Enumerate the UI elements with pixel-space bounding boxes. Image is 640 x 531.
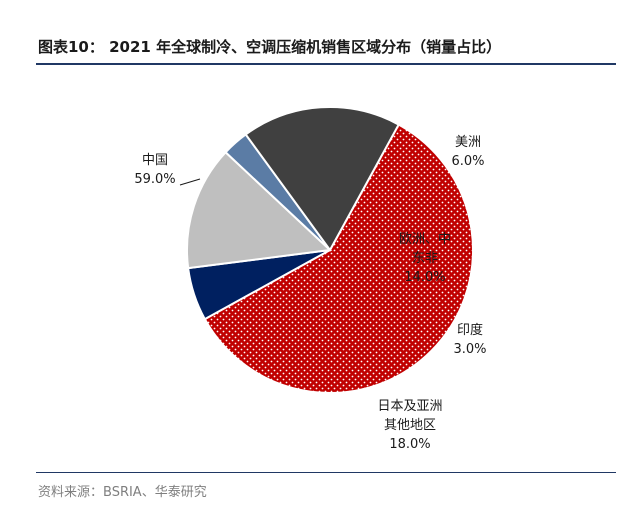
pie-slice-2 [186, 150, 333, 270]
slice-value-label: 6.0% [451, 154, 484, 169]
slice-name-label: 其他地区 [384, 418, 436, 433]
pie-labels: 中国 59.0% 美洲 6.0% 欧洲、中东非 14.0% 印度 3.0% 日本及亚洲其他地区 1… [134, 135, 486, 452]
figure-title: 图表10： 2021 年全球制冷、空调压缩机销售区域分布（销量占比） [38, 38, 502, 56]
slice-name-label: 欧洲、中 [399, 232, 451, 247]
source-rule [36, 472, 616, 473]
slice-label-4: 日本及亚洲其他地区 18.0% [377, 399, 442, 452]
pie-slice-0 [203, 123, 474, 394]
slice-value-label: 18.0% [389, 437, 430, 452]
slice-label-3: 印度 3.0% [453, 322, 486, 357]
slice-value-label: 3.0% [453, 342, 486, 357]
title-rule [36, 63, 616, 65]
slice-value-label: 14.0% [404, 270, 445, 285]
leader-line [179, 178, 201, 186]
slice-name-label: 东非 [412, 251, 438, 266]
slice-label-0: 中国 59.0% [134, 153, 175, 187]
slice-name-label: 日本及亚洲 [377, 399, 442, 414]
slice-name-label: 中国 [142, 153, 168, 168]
slice-name-label: 印度 [457, 322, 483, 338]
slice-name-label: 美洲 [455, 135, 481, 150]
source-note: 资料来源：BSRIA、华泰研究 [38, 485, 207, 500]
pie-slice-4 [244, 106, 401, 252]
slice-value-label: 59.0% [134, 172, 175, 187]
pie-slices [186, 106, 474, 394]
slice-label-2: 欧洲、中东非 14.0% [399, 232, 451, 285]
slice-label-1: 美洲 6.0% [451, 135, 484, 169]
